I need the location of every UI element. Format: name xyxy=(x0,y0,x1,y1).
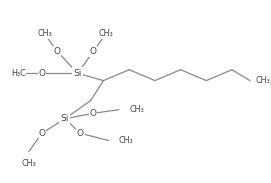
Text: Si: Si xyxy=(74,69,82,78)
Text: CH₃: CH₃ xyxy=(129,105,144,114)
Text: O: O xyxy=(90,47,97,56)
Text: CH₃: CH₃ xyxy=(99,29,114,38)
Text: CH₃: CH₃ xyxy=(119,136,134,145)
Text: CH₃: CH₃ xyxy=(37,29,52,38)
Text: Si: Si xyxy=(61,114,69,123)
Text: CH₃: CH₃ xyxy=(22,159,36,168)
Text: O: O xyxy=(77,129,84,138)
Text: O: O xyxy=(38,69,45,78)
Text: O: O xyxy=(54,47,61,56)
Text: O: O xyxy=(90,109,97,118)
Text: O: O xyxy=(38,129,45,138)
Text: CH₃: CH₃ xyxy=(255,76,270,85)
Text: H₃C: H₃C xyxy=(11,69,26,78)
